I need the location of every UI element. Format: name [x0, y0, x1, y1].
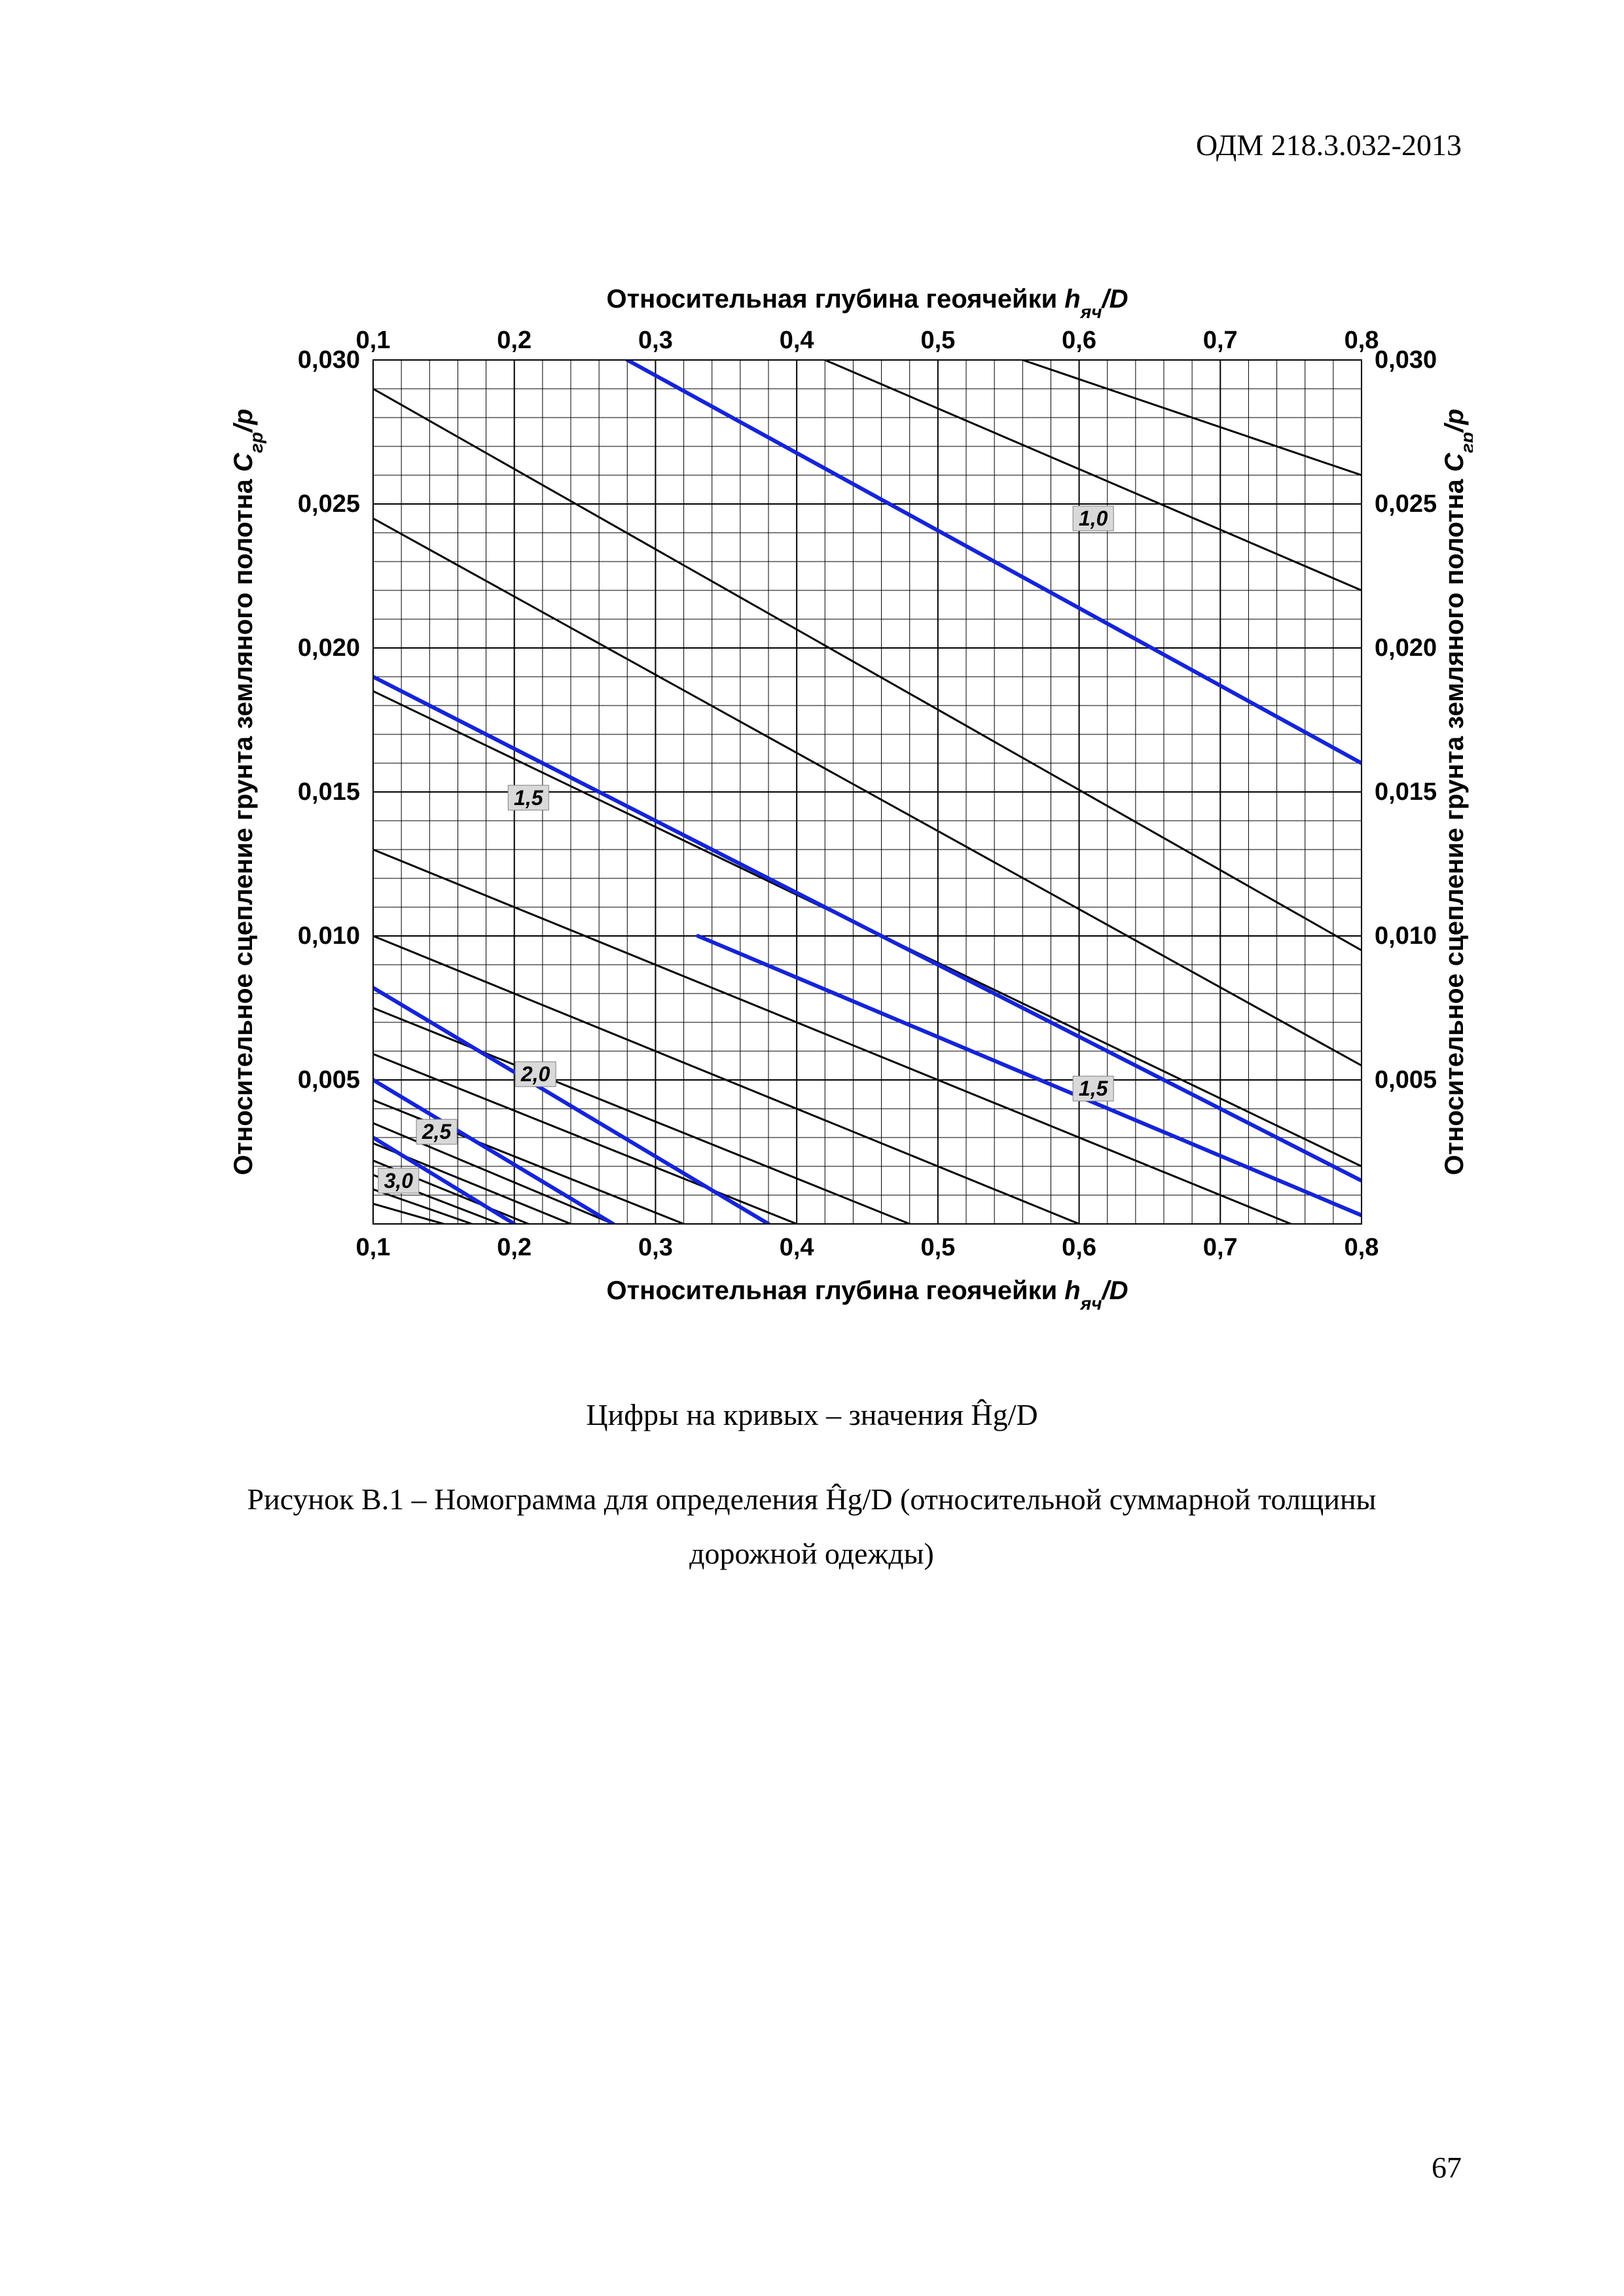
svg-text:0,4: 0,4	[780, 1234, 814, 1261]
page-number: 67	[1432, 2150, 1462, 2185]
svg-text:0,005: 0,005	[1375, 1066, 1437, 1094]
svg-text:0,6: 0,6	[1062, 327, 1096, 354]
svg-text:1,5: 1,5	[514, 786, 544, 810]
svg-text:0,025: 0,025	[1375, 490, 1437, 518]
svg-text:Относительное сцепление грунта: Относительное сцепление грунта земляного…	[229, 409, 266, 1175]
svg-text:0,015: 0,015	[298, 778, 360, 806]
svg-text:1,0: 1,0	[1079, 507, 1108, 530]
svg-text:2,5: 2,5	[422, 1120, 452, 1143]
document-code: ОДМ 218.3.032-2013	[1196, 128, 1462, 162]
svg-text:0,6: 0,6	[1062, 1234, 1096, 1261]
svg-text:Относительная глубина геоячейк: Относительная глубина геоячейки hяч/D	[606, 1276, 1128, 1314]
page: ОДМ 218.3.032-2013 1,0 1,5 1,5 2,0 2,5 3,0 0,1…	[0, 0, 1624, 2296]
svg-text:0,4: 0,4	[780, 327, 814, 354]
svg-text:0,1: 0,1	[356, 1234, 391, 1261]
svg-text:3,0: 3,0	[384, 1169, 414, 1193]
svg-text:0,015: 0,015	[1375, 778, 1437, 806]
svg-text:0,8: 0,8	[1344, 1234, 1379, 1261]
svg-text:0,2: 0,2	[497, 327, 532, 354]
chart-note: Цифры на кривых – значения Ĥg/D	[0, 1397, 1624, 1432]
svg-text:0,020: 0,020	[298, 634, 360, 662]
svg-text:0,5: 0,5	[920, 327, 955, 354]
svg-text:0,030: 0,030	[1375, 346, 1437, 374]
svg-text:2,0: 2,0	[520, 1062, 550, 1086]
svg-text:0,030: 0,030	[298, 346, 360, 374]
svg-text:1,5: 1,5	[1079, 1077, 1109, 1100]
svg-text:Относительное сцепление грунта: Относительное сцепление грунта земляного…	[1440, 409, 1473, 1175]
svg-text:Относительная глубина геоячейк: Относительная глубина геоячейки hяч/D	[606, 285, 1128, 322]
svg-text:0,2: 0,2	[497, 1234, 532, 1261]
svg-text:0,005: 0,005	[298, 1066, 360, 1094]
svg-text:0,8: 0,8	[1344, 327, 1379, 354]
svg-text:0,3: 0,3	[638, 327, 673, 354]
svg-text:0,010: 0,010	[298, 922, 360, 950]
svg-text:0,5: 0,5	[920, 1234, 955, 1261]
svg-text:0,7: 0,7	[1203, 327, 1238, 354]
svg-text:0,025: 0,025	[298, 490, 360, 518]
nomogram-chart: 1,0 1,5 1,5 2,0 2,5 3,0 0,1 0,2 0,3 0,4 0,5 0,6 0,7 0…	[216, 268, 1473, 1365]
svg-text:0,010: 0,010	[1375, 922, 1437, 950]
svg-text:0,1: 0,1	[356, 327, 391, 354]
svg-text:0,3: 0,3	[638, 1234, 673, 1261]
figure-caption: Рисунок В.1 – Номограмма для определения…	[183, 1473, 1440, 1581]
svg-text:0,020: 0,020	[1375, 634, 1437, 662]
svg-text:0,7: 0,7	[1203, 1234, 1238, 1261]
